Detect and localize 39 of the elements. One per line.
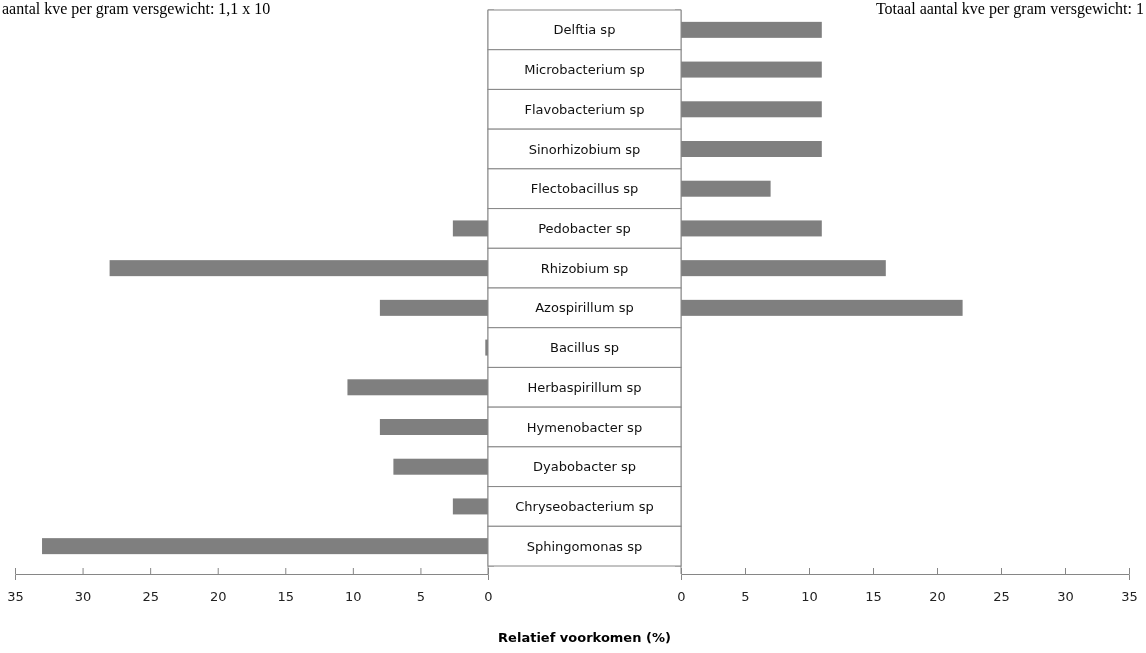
- x-tick-label: 5: [416, 589, 426, 605]
- x-tick-label: 0: [677, 589, 686, 605]
- x-tick-label: 15: [277, 589, 295, 605]
- x-axis-title: Relatief voorkomen (%): [498, 630, 671, 645]
- y-tick-label: Rhizobium sp: [540, 260, 629, 276]
- bar: [379, 299, 488, 316]
- bar: [452, 498, 488, 515]
- x-tick-label: 30: [74, 589, 92, 605]
- x-tick-label: 25: [993, 589, 1010, 605]
- x-tick-label: 20: [209, 589, 227, 605]
- chart-title: aantal kve per gram versgewicht: 1,1 x 10: [2, 0, 271, 19]
- y-tick-label: Flavobacterium sp: [524, 101, 645, 117]
- bar: [379, 419, 488, 435]
- y-tick-label: Chryseobacterium sp: [515, 498, 654, 514]
- x-tick-label: 35: [7, 589, 24, 605]
- x-tick-label: 15: [865, 589, 882, 605]
- chart-title: Totaal aantal kve per gram versgewicht: 1: [875, 0, 1144, 19]
- y-tick-label: Sphingomonas sp: [526, 538, 643, 554]
- x-tick-label: 5: [741, 589, 750, 605]
- x-tick-label: 30: [1057, 589, 1074, 605]
- y-tick-label: Herbaspirillum sp: [527, 379, 642, 395]
- x-tick-label: 25: [142, 589, 159, 605]
- x-tick-label: 35: [1121, 589, 1138, 605]
- x-tick-label: 10: [345, 589, 362, 605]
- y-tick-label: Hymenobacter sp: [526, 419, 643, 435]
- bar: [452, 220, 488, 237]
- x-tick-label: 20: [929, 589, 946, 605]
- y-tick-label: Microbacterium sp: [524, 62, 645, 78]
- x-tick-label: 10: [801, 589, 818, 605]
- y-tick-label: Delftia sp: [553, 22, 616, 38]
- y-tick-label: Pedobacter sp: [538, 220, 631, 236]
- bar: [681, 180, 771, 197]
- bar: [393, 458, 488, 475]
- y-tick-label: Dyabobacter sp: [533, 459, 636, 475]
- y-tick-label: Bacillus sp: [549, 340, 620, 356]
- x-tick-label: 0: [484, 589, 493, 605]
- y-tick-label: Sinorhizobium sp: [528, 141, 641, 157]
- y-tick-label: Azospirillum sp: [535, 300, 634, 316]
- y-tick-label: Flectobacillus sp: [530, 181, 639, 197]
